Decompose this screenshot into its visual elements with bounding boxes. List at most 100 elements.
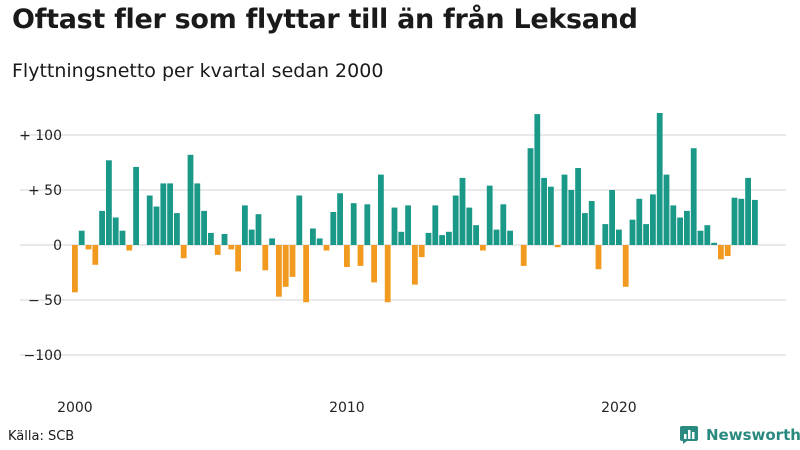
bar xyxy=(520,245,527,266)
source-note: Källa: SCB xyxy=(8,429,75,444)
bar xyxy=(697,230,704,245)
bar xyxy=(167,183,173,245)
bar xyxy=(670,205,677,245)
bar xyxy=(554,245,561,248)
bar xyxy=(527,148,534,245)
bar xyxy=(187,154,194,245)
bar xyxy=(323,245,330,251)
x-tick-label: 2010 xyxy=(329,400,365,416)
bar xyxy=(146,195,153,245)
bar xyxy=(112,217,119,245)
bar xyxy=(398,231,405,245)
x-tick-label: 2000 xyxy=(57,400,93,416)
bar xyxy=(561,174,568,245)
bar xyxy=(473,225,479,245)
bar xyxy=(677,217,683,245)
bar xyxy=(119,230,126,245)
bar xyxy=(582,213,588,245)
bar xyxy=(588,201,595,245)
bar xyxy=(690,148,697,245)
bar xyxy=(656,113,663,245)
bar xyxy=(459,177,466,245)
bar xyxy=(636,198,643,245)
bar xyxy=(296,195,303,245)
bar xyxy=(752,199,758,245)
bar xyxy=(248,229,255,245)
bar xyxy=(418,245,425,258)
bar xyxy=(180,245,187,259)
chart-subtitle: Flyttningsnetto per kvartal sedan 2000 xyxy=(12,60,384,82)
bar xyxy=(731,197,738,245)
y-tick-label: + 50 xyxy=(28,183,62,199)
bar xyxy=(575,168,581,245)
bar xyxy=(439,235,445,245)
bar xyxy=(330,212,337,245)
bar xyxy=(541,177,547,245)
bar xyxy=(480,245,486,251)
bar xyxy=(486,185,493,245)
bar xyxy=(337,193,343,245)
bar xyxy=(568,190,575,245)
bar xyxy=(724,245,731,256)
y-tick-label: 0 xyxy=(53,238,62,254)
bar xyxy=(160,183,167,245)
bar xyxy=(534,114,541,245)
bar xyxy=(99,210,105,245)
bar xyxy=(371,245,377,283)
bar xyxy=(704,225,711,245)
bar xyxy=(378,174,384,245)
brand-name: Newsworthy xyxy=(706,426,800,444)
bar xyxy=(609,190,615,245)
bar xyxy=(85,245,92,250)
bar xyxy=(507,230,513,245)
bar xyxy=(214,245,221,255)
bar xyxy=(446,231,452,245)
bar xyxy=(310,228,316,245)
bar xyxy=(174,213,180,245)
x-tick-label: 2020 xyxy=(601,400,637,416)
bar xyxy=(745,177,751,245)
bar xyxy=(133,166,139,245)
bar xyxy=(595,245,602,270)
y-tick-label: −100 xyxy=(24,348,62,364)
bar xyxy=(452,195,459,245)
bar xyxy=(412,245,418,285)
bar xyxy=(650,194,656,245)
bar xyxy=(629,219,636,245)
bar xyxy=(405,205,411,245)
bar xyxy=(466,207,473,245)
bar xyxy=(663,174,670,245)
bar xyxy=(738,198,745,245)
bar xyxy=(500,204,507,245)
bar xyxy=(602,224,609,245)
bar xyxy=(208,232,214,245)
bar xyxy=(493,229,500,245)
bar xyxy=(282,245,289,287)
bar xyxy=(718,245,724,260)
y-tick-label: − 50 xyxy=(28,293,62,309)
chart-title: Oftast fler som flyttar till än från Lek… xyxy=(12,4,638,35)
bar xyxy=(391,207,398,245)
bar xyxy=(684,210,690,245)
bar xyxy=(384,245,391,303)
bar xyxy=(78,230,85,245)
bar xyxy=(622,245,629,287)
bar xyxy=(432,205,439,245)
bar xyxy=(72,245,78,293)
bar xyxy=(350,203,357,245)
brand-logo: Newsworthy xyxy=(680,426,800,444)
bar xyxy=(425,232,432,245)
bar xyxy=(276,245,282,297)
bar xyxy=(303,245,309,303)
bar xyxy=(289,245,296,277)
bar xyxy=(616,229,622,245)
bar xyxy=(92,245,99,265)
bar xyxy=(153,206,160,245)
bar xyxy=(228,245,235,250)
bar xyxy=(711,242,717,245)
bar xyxy=(126,245,133,251)
chart-logo-icon xyxy=(680,426,698,444)
bar xyxy=(201,210,207,245)
bar xyxy=(364,204,371,245)
bar xyxy=(344,245,350,267)
